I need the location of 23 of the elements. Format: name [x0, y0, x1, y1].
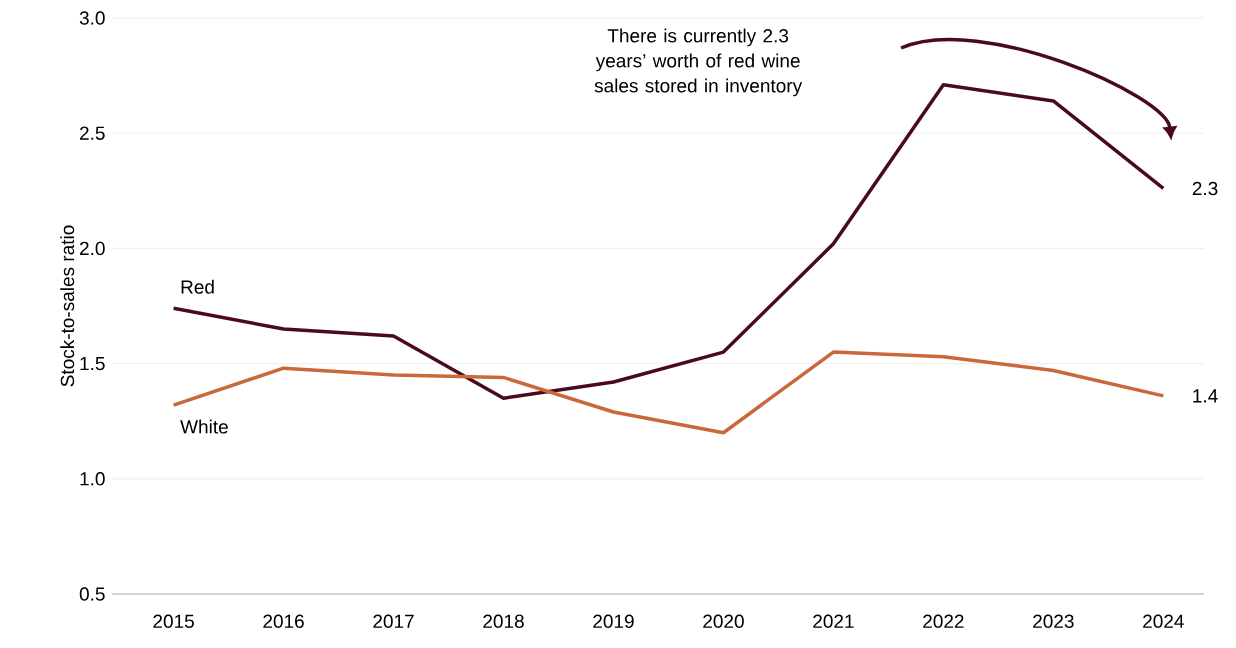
- x-tick-label: 2020: [703, 614, 744, 628]
- y-axis-title: Stock-to-sales ratio: [60, 225, 75, 387]
- data-label: 2.3: [1192, 181, 1218, 196]
- y-tick-label: 1.0: [80, 472, 105, 486]
- line-series: [171, 350, 1166, 435]
- x-tick-label: 2024: [1143, 614, 1184, 628]
- series-label: White: [180, 419, 228, 434]
- annotation: There is currently 2.3 years’ worth of red wine sales stored in inventory: [594, 28, 803, 97]
- y-tick-label: 0.5: [79, 587, 105, 601]
- y-tick-label: 3.0: [79, 11, 105, 25]
- series-label: Red: [181, 279, 214, 294]
- x-tick-label: 2019: [593, 614, 634, 628]
- y-tick-label: 2.0: [80, 241, 105, 256]
- y-tick-label: 1.5: [80, 356, 105, 371]
- y-tick-label: 2.5: [80, 126, 105, 140]
- x-tick-label: 2016: [263, 614, 304, 628]
- x-tick-label: 2015: [153, 614, 194, 628]
- x-tick-label: 2017: [373, 614, 414, 628]
- data-label: 1.4: [1193, 389, 1218, 403]
- x-tick-label: 2021: [813, 614, 854, 628]
- x-tick-label: 2023: [1033, 614, 1074, 628]
- x-tick-label: 2022: [923, 614, 964, 628]
- x-tick-label: 2018: [483, 614, 524, 628]
